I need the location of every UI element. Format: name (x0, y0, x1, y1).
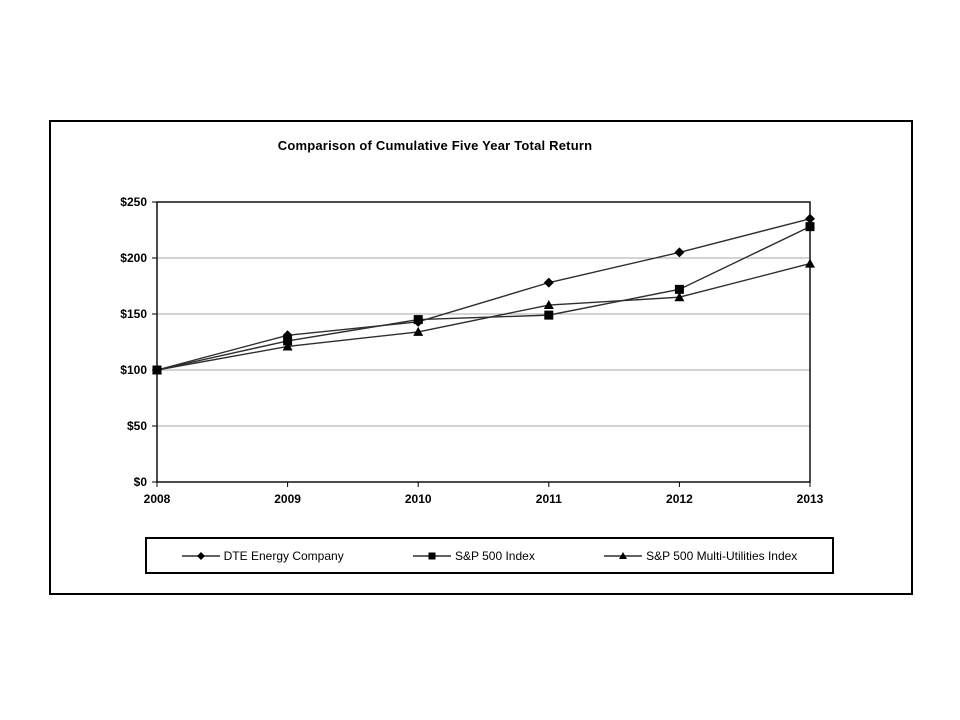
svg-text:2010: 2010 (405, 492, 432, 506)
svg-text:$0: $0 (134, 475, 148, 489)
legend-item-sp500: S&P 500 Index (412, 548, 535, 563)
svg-text:2013: 2013 (797, 492, 824, 506)
legend-label: S&P 500 Index (454, 548, 535, 563)
legend-item-dte-energy: DTE Energy Company (181, 548, 344, 563)
line-chart-plot: $0 $50 $100 $150 $200 $250 2008 2009 2010 2011 201… (120, 195, 824, 506)
svg-text:$100: $100 (120, 363, 147, 377)
chart-outer-border: Comparison of Cumulative Five Year Total… (49, 120, 913, 595)
legend-label: S&P 500 Multi-Utilities Index (646, 548, 798, 563)
chart-legend: DTE Energy Company S&P 500 Index S&P 500… (145, 537, 834, 574)
legend-label: DTE Energy Company (223, 548, 344, 563)
svg-text:$150: $150 (120, 307, 147, 321)
svg-text:2011: 2011 (536, 492, 562, 506)
legend-marker-triangle-icon (604, 551, 643, 559)
svg-text:2009: 2009 (274, 492, 301, 506)
svg-text:2008: 2008 (144, 492, 171, 506)
legend-marker-square-icon (412, 552, 451, 559)
legend-marker-diamond-icon (181, 551, 220, 560)
svg-text:2012: 2012 (666, 492, 693, 506)
svg-text:$250: $250 (120, 195, 147, 209)
svg-text:$50: $50 (127, 419, 147, 433)
legend-item-sp500-multi-utilities: S&P 500 Multi-Utilities Index (604, 549, 797, 563)
svg-text:$200: $200 (120, 251, 147, 265)
chart-title: Comparison of Cumulative Five Year Total… (277, 138, 593, 153)
